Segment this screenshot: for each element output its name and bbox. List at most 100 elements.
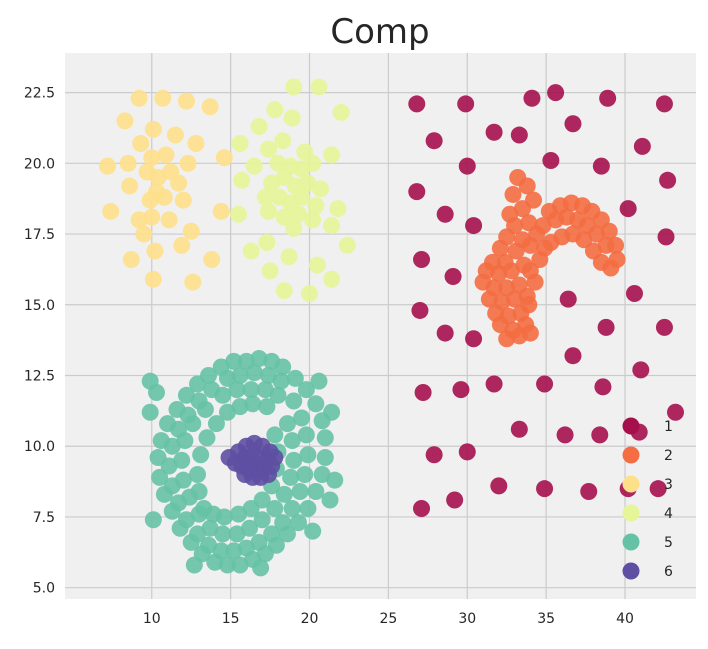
data-point xyxy=(458,157,476,175)
legend-label: 2 xyxy=(664,448,673,464)
data-point xyxy=(556,426,574,444)
series-6 xyxy=(220,434,284,486)
data-point xyxy=(266,101,284,119)
series-4 xyxy=(230,78,356,302)
data-point xyxy=(132,135,150,153)
data-point xyxy=(297,426,315,444)
data-point xyxy=(192,446,210,464)
y-tick-label: 10.0 xyxy=(24,439,55,455)
data-point xyxy=(160,211,178,229)
data-point xyxy=(173,451,191,469)
data-point xyxy=(215,149,233,167)
data-point xyxy=(245,364,263,382)
data-point xyxy=(285,392,303,410)
data-point xyxy=(283,499,301,517)
series-3 xyxy=(99,89,233,291)
data-point xyxy=(173,236,191,254)
data-point xyxy=(304,211,322,229)
data-point xyxy=(218,556,236,574)
data-point xyxy=(633,137,651,155)
data-point xyxy=(521,324,539,342)
data-point xyxy=(174,471,192,489)
data-point xyxy=(436,205,454,223)
data-point xyxy=(323,217,341,235)
data-point xyxy=(444,267,462,285)
data-point xyxy=(599,89,617,107)
data-point xyxy=(491,239,509,257)
data-point xyxy=(157,146,175,164)
data-point xyxy=(275,208,293,226)
data-point xyxy=(436,324,454,342)
data-point xyxy=(536,375,554,393)
data-point xyxy=(526,273,544,291)
data-point xyxy=(510,420,528,438)
data-point xyxy=(185,556,203,574)
data-point xyxy=(141,372,159,390)
data-point xyxy=(266,426,284,444)
data-point xyxy=(592,157,610,175)
data-point xyxy=(666,403,684,421)
data-point xyxy=(408,183,426,201)
data-point xyxy=(143,208,161,226)
data-point xyxy=(283,432,301,450)
data-point xyxy=(220,449,238,467)
data-point xyxy=(452,381,470,399)
data-point xyxy=(465,217,483,235)
data-point xyxy=(465,330,483,348)
data-point xyxy=(250,118,268,136)
data-point xyxy=(179,154,197,172)
data-point xyxy=(504,185,522,203)
data-point xyxy=(215,508,233,526)
data-point xyxy=(307,395,325,413)
legend-item: 1 xyxy=(622,417,673,435)
data-point xyxy=(588,225,606,243)
data-point xyxy=(231,135,249,153)
series-5 xyxy=(141,350,344,577)
data-point xyxy=(122,251,140,269)
data-point xyxy=(190,482,208,500)
data-point xyxy=(490,477,508,495)
data-point xyxy=(649,480,667,498)
legend-label: 1 xyxy=(664,419,673,435)
data-point xyxy=(130,89,148,107)
data-point xyxy=(198,429,216,447)
data-point xyxy=(182,222,200,240)
data-point xyxy=(174,191,192,209)
data-point xyxy=(520,296,538,314)
data-point xyxy=(547,84,565,102)
data-point xyxy=(564,115,582,133)
x-tick-label: 15 xyxy=(222,611,240,627)
data-point xyxy=(170,174,188,192)
data-point xyxy=(323,403,341,421)
legend-marker xyxy=(622,475,640,493)
data-point xyxy=(408,95,426,113)
data-point xyxy=(310,78,328,96)
data-point xyxy=(580,482,598,500)
data-point xyxy=(316,429,334,447)
data-point xyxy=(261,262,279,280)
legend-label: 6 xyxy=(664,564,673,580)
data-point xyxy=(280,248,298,266)
data-point xyxy=(323,270,341,288)
data-point xyxy=(285,219,303,237)
data-point xyxy=(121,177,139,195)
x-tick-label: 40 xyxy=(616,611,634,627)
data-point xyxy=(657,228,675,246)
data-point xyxy=(301,284,319,302)
legend: 1 2 3 4 5 6 xyxy=(622,417,673,580)
data-point xyxy=(144,511,162,529)
data-point xyxy=(266,499,284,517)
y-tick-label: 15.0 xyxy=(24,298,55,314)
data-point xyxy=(297,381,315,399)
data-point xyxy=(189,466,207,484)
data-point xyxy=(253,491,271,509)
data-point xyxy=(485,375,503,393)
data-point xyxy=(187,135,205,153)
data-point xyxy=(258,234,276,252)
data-point xyxy=(594,378,612,396)
data-point xyxy=(250,533,268,551)
legend-marker xyxy=(622,446,640,464)
x-tick-label: 35 xyxy=(537,611,555,627)
data-point xyxy=(269,386,287,404)
